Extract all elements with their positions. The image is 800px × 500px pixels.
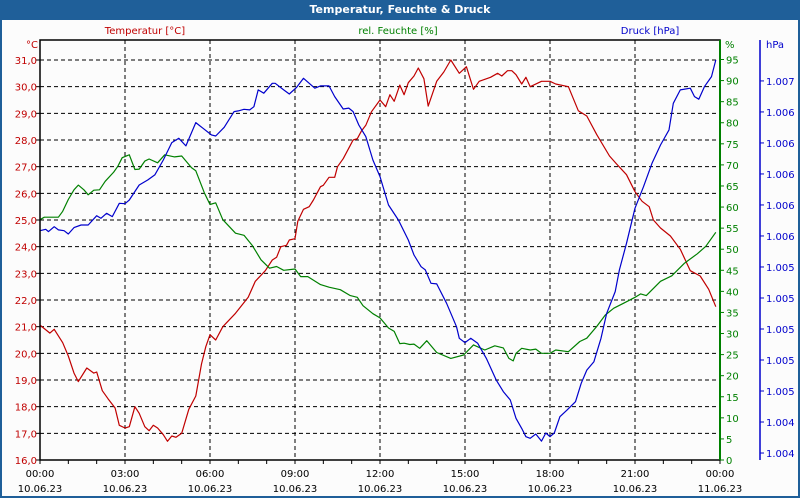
temperature-tick-label: 23,0 [15,269,37,280]
temperature-tick-label: 19,0 [15,376,37,387]
humidity-tick-label: 90 [726,77,739,88]
humidity-tick-label: 95 [726,56,739,67]
temperature-tick-label: 21,0 [15,323,37,334]
x-tick-time: 21:00 [621,469,650,480]
humidity-tick-label: 35 [726,308,739,319]
pressure-tick-label: 1.007 [766,77,795,88]
x-tick-time: 06:00 [196,469,225,480]
humidity-tick-label: 75 [726,140,739,151]
humidity-tick-label: 55 [726,224,739,235]
pressure-tick-label: 1.005 [766,356,795,367]
humidity-axis-title: rel. Feuchte [%] [358,26,437,37]
humidity-tick-label: 45 [726,266,739,277]
temperature-tick-label: 16,0 [15,456,37,467]
humidity-tick-label: 20 [726,372,739,383]
temperature-tick-label: 31,0 [15,56,37,67]
pressure-axis-title: Druck [hPa] [621,26,680,37]
temperature-tick-label: 20,0 [15,349,37,360]
x-tick-time: 15:00 [451,469,480,480]
humidity-tick-label: 65 [726,182,739,193]
pressure-tick-label: 1.006 [766,201,795,212]
pressure-tick-label: 1.006 [766,170,795,181]
temperature-tick-label: 18,0 [15,403,37,414]
x-tick-time: 00:00 [706,469,735,480]
x-tick-time: 12:00 [366,469,395,480]
humidity-tick-label: 0 [726,456,732,467]
humidity-unit: % [725,40,735,51]
x-tick-date: 11.06.23 [698,484,743,495]
x-tick-time: 18:00 [536,469,565,480]
x-tick-time: 00:00 [26,469,55,480]
temperature-tick-label: 29,0 [15,109,37,120]
humidity-tick-label: 85 [726,98,739,109]
temperature-tick-label: 24,0 [15,243,37,254]
temperature-unit: °C [26,40,38,51]
x-tick-date: 10.06.23 [358,484,403,495]
pressure-tick-label: 1.005 [766,387,795,398]
x-tick-date: 10.06.23 [103,484,148,495]
temperature-axis-title: Temperatur [°C] [104,26,185,37]
humidity-tick-label: 30 [726,330,739,341]
humidity-tick-label: 70 [726,161,739,172]
humidity-tick-label: 60 [726,203,739,214]
x-tick-date: 10.06.23 [443,484,488,495]
pressure-tick-label: 1.006 [766,232,795,243]
x-tick-time: 03:00 [111,469,140,480]
series-line-humidity [39,154,717,362]
x-tick-date: 10.06.23 [18,484,63,495]
temperature-tick-label: 30,0 [15,83,37,94]
x-tick-time: 09:00 [281,469,310,480]
x-tick-date: 10.06.23 [188,484,233,495]
window-title: Temperatur, Feuchte & Druck [0,0,800,20]
humidity-tick-label: 10 [726,414,739,425]
humidity-tick-label: 40 [726,287,739,298]
pressure-tick-label: 1.004 [766,418,795,429]
temperature-tick-label: 17,0 [15,429,37,440]
temperature-tick-label: 28,0 [15,136,37,147]
series-line-temperature [39,59,717,442]
pressure-tick-label: 1.005 [766,325,795,336]
humidity-tick-label: 25 [726,351,739,362]
pressure-unit: hPa [766,40,784,51]
series-line-pressure [39,59,717,442]
humidity-tick-label: 15 [726,393,739,404]
humidity-tick-label: 50 [726,245,739,256]
humidity-tick-label: 80 [726,119,739,130]
pressure-tick-label: 1.006 [766,139,795,150]
pressure-tick-label: 1.005 [766,294,795,305]
temperature-tick-label: 27,0 [15,163,37,174]
x-tick-date: 10.06.23 [528,484,573,495]
x-tick-date: 10.06.23 [613,484,658,495]
temperature-tick-label: 22,0 [15,296,37,307]
temperature-tick-label: 26,0 [15,189,37,200]
x-tick-date: 10.06.23 [273,484,318,495]
pressure-tick-label: 1.006 [766,108,795,119]
humidity-tick-label: 5 [726,435,732,446]
pressure-tick-label: 1.005 [766,263,795,274]
temperature-tick-label: 25,0 [15,216,37,227]
pressure-tick-label: 1.004 [766,449,795,460]
